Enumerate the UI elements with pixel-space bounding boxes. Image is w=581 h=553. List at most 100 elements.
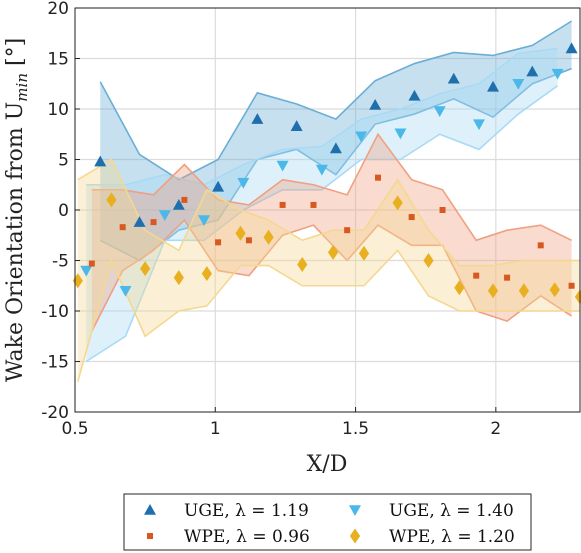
error-band-4 xyxy=(77,159,581,382)
data-point xyxy=(568,282,575,289)
data-point xyxy=(423,253,434,268)
error-band-2 xyxy=(86,48,558,362)
data-point xyxy=(290,120,303,131)
error-band-lower-edge xyxy=(91,218,573,332)
data-point xyxy=(181,196,188,203)
legend-marker xyxy=(349,505,361,516)
data-point xyxy=(235,225,246,241)
data-point xyxy=(119,286,132,297)
y-axis-label: Wake Orientation from Umin [°] xyxy=(3,38,31,382)
legend-marker xyxy=(144,504,156,515)
data-point xyxy=(433,106,446,118)
data-point xyxy=(172,198,185,210)
y-axis-label-main: Wake Orientation from U xyxy=(3,102,28,382)
grid xyxy=(74,7,580,413)
legend-marker xyxy=(349,528,361,544)
y-tick-label: 0 xyxy=(58,201,69,221)
y-tick-label: 20 xyxy=(47,0,69,19)
data-point xyxy=(487,283,499,299)
data-point xyxy=(392,195,403,211)
data-point xyxy=(106,192,117,208)
legend-box xyxy=(123,493,532,551)
data-point xyxy=(158,210,171,222)
error-band-upper-edge xyxy=(91,132,572,242)
data-point xyxy=(447,72,460,84)
y-tick-label: -15 xyxy=(41,353,69,373)
data-point xyxy=(375,174,381,181)
y-tick-label: -20 xyxy=(41,403,69,423)
y-axis-label-unit: [°] xyxy=(3,38,28,73)
y-tick-label: -5 xyxy=(52,252,69,272)
legend-label: WPE, λ = 0.96 xyxy=(184,527,310,547)
data-point xyxy=(358,245,370,261)
data-point xyxy=(315,164,328,176)
data-point xyxy=(245,237,252,244)
y-tick-label: 15 xyxy=(47,50,69,70)
data-point xyxy=(408,214,415,221)
data-point xyxy=(537,242,544,249)
data-point xyxy=(369,98,382,110)
data-point xyxy=(512,78,525,90)
data-point xyxy=(328,244,339,260)
data-point xyxy=(80,265,93,277)
x-tick-label: 1 xyxy=(210,419,221,439)
x-tick-label: 1.5 xyxy=(342,419,369,439)
data-point xyxy=(88,260,95,267)
error-band-3 xyxy=(91,134,572,332)
data-point xyxy=(279,201,286,208)
legend: UGE, λ = 1.19 UGE, λ = 1.40 WPE, λ = 0.96 W… xyxy=(123,493,532,551)
data-point xyxy=(297,257,308,273)
data-point xyxy=(454,280,465,296)
error-band-lower-edge xyxy=(99,67,572,262)
axis-ticks: 0.5 1 1.5 2 -20 -15 -10 -5 0 5 10 15 20 xyxy=(41,0,501,439)
data-point xyxy=(215,239,222,246)
data-point xyxy=(526,65,539,77)
data-point xyxy=(310,201,317,208)
error-band-upper-edge xyxy=(77,158,580,267)
data-point xyxy=(329,142,342,154)
y-tick-label: -10 xyxy=(41,302,69,322)
x-tick-label: 2 xyxy=(490,419,501,439)
data-point xyxy=(473,272,480,279)
error-band-upper-edge xyxy=(86,47,558,186)
y-tick-label: 5 xyxy=(58,151,69,171)
legend-label: UGE, λ = 1.40 xyxy=(389,501,514,521)
data-point xyxy=(487,80,500,92)
data-point xyxy=(549,282,560,298)
data-point xyxy=(551,68,564,80)
data-point xyxy=(344,227,351,234)
data-point xyxy=(198,215,211,227)
error-band-upper-edge xyxy=(99,20,573,181)
data-point xyxy=(251,113,264,124)
data-point xyxy=(150,219,157,226)
data-point xyxy=(140,261,151,277)
legend-label: UGE, λ = 1.19 xyxy=(184,501,309,521)
data-point xyxy=(133,216,146,227)
data-point xyxy=(212,180,225,192)
y-tick-label: 10 xyxy=(47,100,69,120)
legend-label: WPE, λ = 1.20 xyxy=(389,527,515,547)
data-point xyxy=(518,283,529,299)
data-point xyxy=(263,229,274,245)
data-point xyxy=(201,266,212,282)
data-point xyxy=(276,160,289,172)
x-axis-label: X/D xyxy=(307,452,348,477)
data-point xyxy=(119,224,126,231)
error-band-lower-edge xyxy=(77,249,580,382)
data-point xyxy=(355,131,368,143)
data-points xyxy=(72,42,581,305)
y-axis-label-subscript: min xyxy=(13,73,31,102)
data-point xyxy=(439,207,446,213)
data-point xyxy=(173,270,184,286)
data-point xyxy=(504,274,511,281)
data-point xyxy=(473,119,485,131)
data-point xyxy=(72,273,83,289)
data-point xyxy=(94,155,107,167)
x-tick-label: 0.5 xyxy=(61,419,88,439)
data-point xyxy=(408,89,421,101)
data-point xyxy=(574,289,581,305)
legend-marker xyxy=(147,533,153,539)
data-point xyxy=(237,177,250,189)
